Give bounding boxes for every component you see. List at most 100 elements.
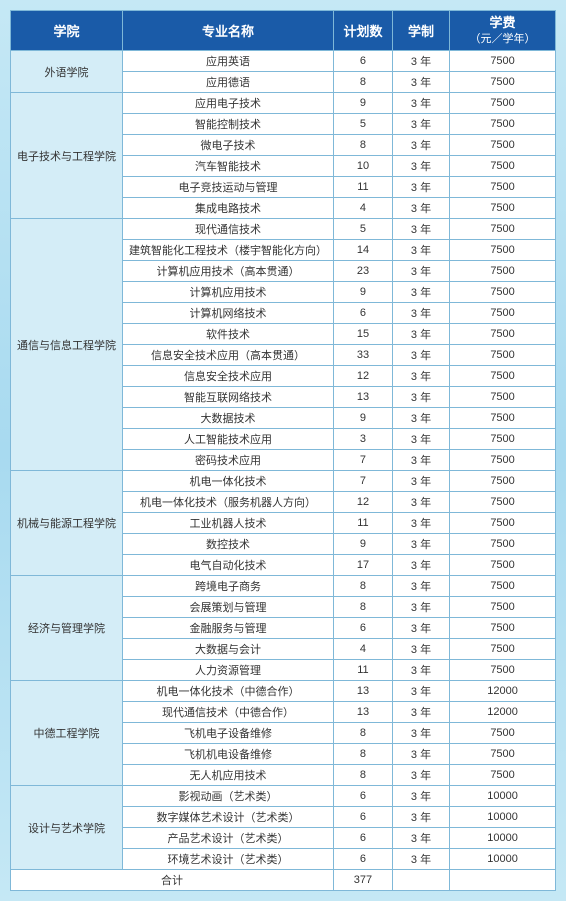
- plan-cell: 17: [334, 555, 393, 576]
- total-duration-cell: [392, 870, 449, 891]
- duration-cell: 3 年: [392, 702, 449, 723]
- plan-cell: 5: [334, 219, 393, 240]
- plan-cell: 8: [334, 135, 393, 156]
- header-tuition-main: 学费: [490, 15, 516, 30]
- plan-cell: 13: [334, 387, 393, 408]
- plan-cell: 15: [334, 324, 393, 345]
- header-row: 学院 专业名称 计划数 学制 学费 （元／学年）: [11, 11, 556, 51]
- total-plan-cell: 377: [334, 870, 393, 891]
- college-cell: 中德工程学院: [11, 681, 123, 786]
- tuition-cell: 10000: [450, 786, 556, 807]
- major-cell: 飞机机电设备维修: [123, 744, 334, 765]
- major-cell: 微电子技术: [123, 135, 334, 156]
- plan-cell: 5: [334, 114, 393, 135]
- plan-cell: 6: [334, 807, 393, 828]
- plan-cell: 9: [334, 282, 393, 303]
- plan-cell: 14: [334, 240, 393, 261]
- duration-cell: 3 年: [392, 303, 449, 324]
- tuition-cell: 7500: [450, 450, 556, 471]
- plan-cell: 12: [334, 366, 393, 387]
- plan-cell: 11: [334, 513, 393, 534]
- duration-cell: 3 年: [392, 324, 449, 345]
- major-cell: 应用德语: [123, 72, 334, 93]
- duration-cell: 3 年: [392, 156, 449, 177]
- table-row: 中德工程学院机电一体化技术（中德合作）133 年12000: [11, 681, 556, 702]
- table-row: 经济与管理学院跨境电子商务83 年7500: [11, 576, 556, 597]
- tuition-cell: 7500: [450, 408, 556, 429]
- tuition-cell: 7500: [450, 576, 556, 597]
- duration-cell: 3 年: [392, 765, 449, 786]
- tuition-cell: 7500: [450, 618, 556, 639]
- tuition-cell: 7500: [450, 72, 556, 93]
- major-cell: 人力资源管理: [123, 660, 334, 681]
- major-cell: 建筑智能化工程技术（楼宇智能化方向）: [123, 240, 334, 261]
- major-cell: 计算机应用技术: [123, 282, 334, 303]
- major-cell: 机电一体化技术（服务机器人方向）: [123, 492, 334, 513]
- tuition-cell: 7500: [450, 282, 556, 303]
- total-row: 合计377: [11, 870, 556, 891]
- duration-cell: 3 年: [392, 618, 449, 639]
- duration-cell: 3 年: [392, 492, 449, 513]
- tuition-cell: 7500: [450, 492, 556, 513]
- major-cell: 软件技术: [123, 324, 334, 345]
- major-cell: 环境艺术设计（艺术类）: [123, 849, 334, 870]
- major-cell: 跨境电子商务: [123, 576, 334, 597]
- duration-cell: 3 年: [392, 576, 449, 597]
- tuition-cell: 7500: [450, 660, 556, 681]
- plan-cell: 9: [334, 534, 393, 555]
- tuition-cell: 7500: [450, 135, 556, 156]
- tuition-cell: 7500: [450, 471, 556, 492]
- duration-cell: 3 年: [392, 723, 449, 744]
- table-row: 通信与信息工程学院现代通信技术53 年7500: [11, 219, 556, 240]
- plan-cell: 10: [334, 156, 393, 177]
- header-college: 学院: [11, 11, 123, 51]
- duration-cell: 3 年: [392, 807, 449, 828]
- major-cell: 集成电路技术: [123, 198, 334, 219]
- tuition-cell: 7500: [450, 345, 556, 366]
- major-cell: 工业机器人技术: [123, 513, 334, 534]
- major-cell: 大数据与会计: [123, 639, 334, 660]
- college-cell: 经济与管理学院: [11, 576, 123, 681]
- plan-cell: 8: [334, 723, 393, 744]
- tuition-cell: 10000: [450, 849, 556, 870]
- tuition-cell: 7500: [450, 639, 556, 660]
- plan-cell: 9: [334, 408, 393, 429]
- major-cell: 现代通信技术（中德合作）: [123, 702, 334, 723]
- major-cell: 产品艺术设计（艺术类）: [123, 828, 334, 849]
- duration-cell: 3 年: [392, 219, 449, 240]
- plan-cell: 6: [334, 849, 393, 870]
- table-row: 电子技术与工程学院应用电子技术93 年7500: [11, 93, 556, 114]
- plan-cell: 8: [334, 744, 393, 765]
- major-cell: 智能互联网络技术: [123, 387, 334, 408]
- tuition-cell: 7500: [450, 429, 556, 450]
- duration-cell: 3 年: [392, 429, 449, 450]
- table-row: 设计与艺术学院影视动画（艺术类）63 年10000: [11, 786, 556, 807]
- major-cell: 无人机应用技术: [123, 765, 334, 786]
- plan-cell: 6: [334, 303, 393, 324]
- duration-cell: 3 年: [392, 849, 449, 870]
- duration-cell: 3 年: [392, 450, 449, 471]
- tuition-cell: 7500: [450, 261, 556, 282]
- plan-cell: 12: [334, 492, 393, 513]
- total-label-cell: 合计: [11, 870, 334, 891]
- tuition-cell: 7500: [450, 513, 556, 534]
- major-cell: 现代通信技术: [123, 219, 334, 240]
- tuition-cell: 7500: [450, 555, 556, 576]
- tuition-cell: 7500: [450, 366, 556, 387]
- tuition-cell: 7500: [450, 51, 556, 72]
- plan-cell: 8: [334, 765, 393, 786]
- duration-cell: 3 年: [392, 534, 449, 555]
- header-major: 专业名称: [123, 11, 334, 51]
- duration-cell: 3 年: [392, 135, 449, 156]
- tuition-cell: 12000: [450, 681, 556, 702]
- plan-cell: 7: [334, 471, 393, 492]
- tuition-cell: 7500: [450, 156, 556, 177]
- plan-cell: 11: [334, 660, 393, 681]
- admissions-table: 学院 专业名称 计划数 学制 学费 （元／学年） 外语学院应用英语63 年750…: [10, 10, 556, 891]
- plan-cell: 6: [334, 828, 393, 849]
- duration-cell: 3 年: [392, 240, 449, 261]
- tuition-cell: 7500: [450, 303, 556, 324]
- tuition-cell: 7500: [450, 219, 556, 240]
- tuition-cell: 10000: [450, 807, 556, 828]
- tuition-cell: 7500: [450, 93, 556, 114]
